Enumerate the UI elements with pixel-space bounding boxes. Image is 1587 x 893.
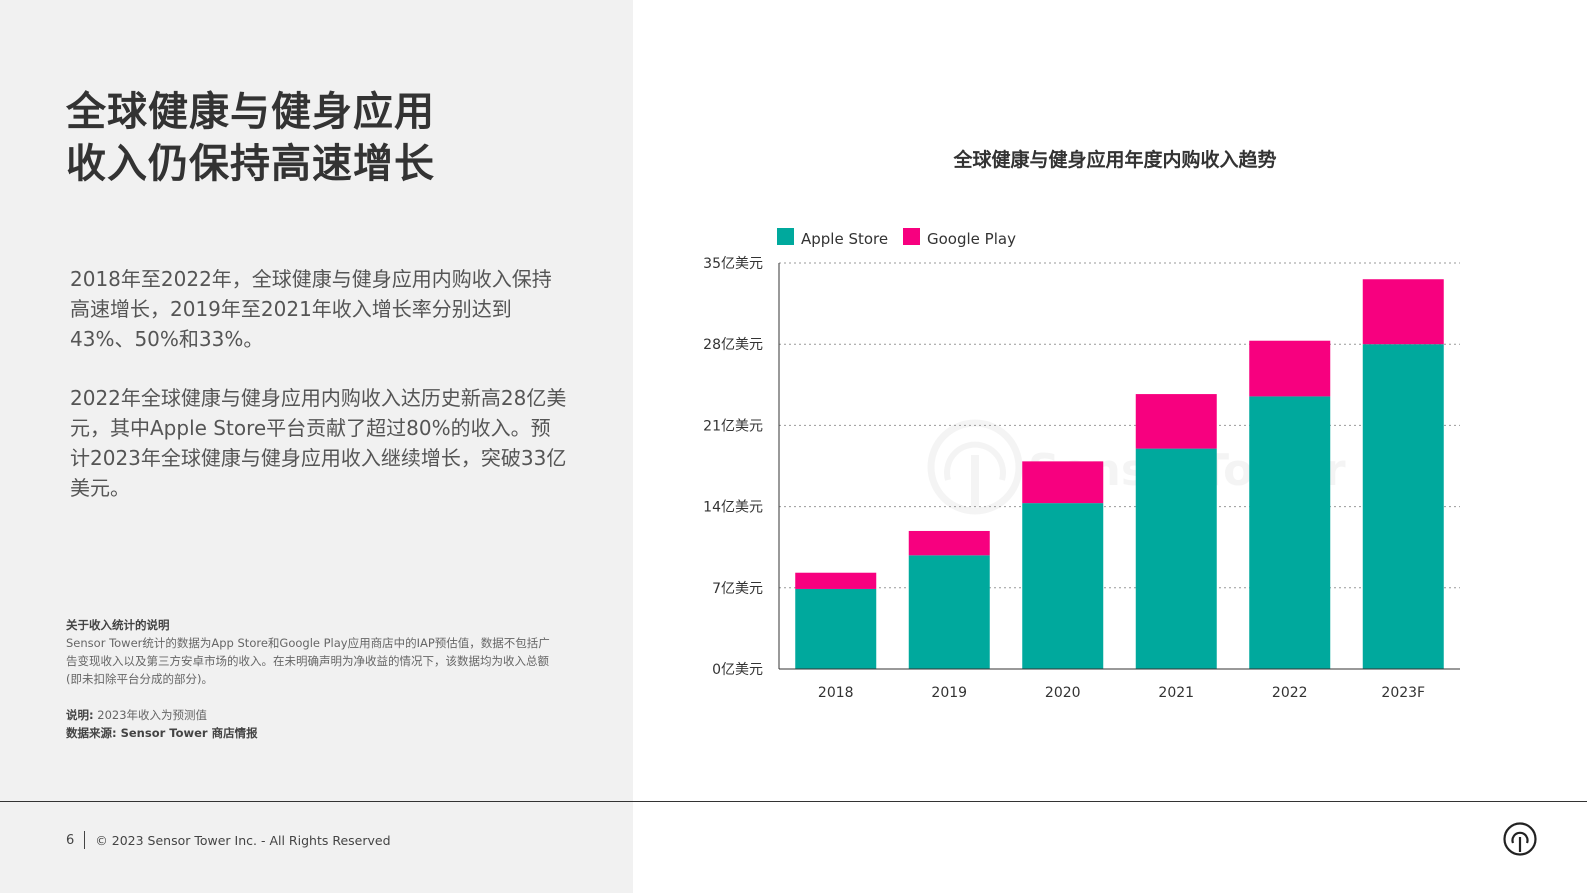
bar-apple-store-2021 [1135,448,1217,669]
notes-heading: 关于收入统计的说明 [66,618,170,632]
watermark-logo-icon [927,419,1023,515]
sensor-tower-logo-icon [1503,822,1537,856]
y-tick-label: 14亿美元 [703,500,763,516]
bar-google-play-2020 [1022,461,1104,504]
bar-google-play-2019 [908,530,990,556]
page-title-line-1: 全球健康与健身应用 [66,89,435,135]
bar-apple-store-2020 [1022,503,1104,669]
intro-paragraph: 2018年至2022年，全球健康与健身应用内购收入保持高速增长，2019年至20… [70,267,552,351]
chart-bars [795,279,1444,669]
chart-title: 全球健康与健身应用年度内购收入趋势 [952,148,1276,171]
remark-text: 2023年收入为预测值 [97,708,208,722]
bar-apple-store-2023f [1362,344,1444,669]
y-axis-ticks: 0亿美元 7亿美元 14亿美元 21亿美元 28亿美元 35亿美元 [703,256,763,678]
x-tick-label: 2022 [1272,685,1308,701]
left-panel [0,0,633,893]
y-tick-label: 35亿美元 [703,256,763,272]
bar-apple-store-2018 [795,588,877,669]
bar-apple-store-2019 [908,555,990,669]
bar-google-play-2022 [1249,340,1331,397]
notes-block: 关于收入统计的说明 Sensor Tower统计的数据为App Store和Go… [66,616,556,742]
x-tick-label: 2019 [931,685,967,701]
chart-grid [779,262,1460,589]
legend-label: Google Play [927,230,1016,248]
y-tick-label: 0亿美元 [712,662,763,678]
footer-divider [0,801,1587,802]
footer: 6 © 2023 Sensor Tower Inc. - All Rights … [66,829,391,851]
y-tick-label: 21亿美元 [703,418,763,434]
x-tick-label: 2020 [1045,685,1081,701]
remark-label: 说明: [66,708,94,722]
footer-separator [84,831,86,849]
y-tick-label: 28亿美元 [703,337,763,353]
source-text: 数据来源: Sensor Tower 商店情报 [66,726,258,740]
chart-axes [778,263,1460,670]
source-line: 数据来源: Sensor Tower 商店情报 [66,724,556,742]
page-title-line-2: 收入仍保持高速增长 [66,141,435,187]
bar-google-play-2021 [1135,394,1217,449]
x-tick-label: 2023F [1381,685,1425,701]
watermark-logo-stem-icon [971,455,979,507]
watermark-logo-arc-icon [944,441,1006,481]
bar-apple-store-2022 [1249,396,1331,669]
bar-google-play-2018 [795,572,877,589]
notes-text: Sensor Tower统计的数据为App Store和Google Play应… [66,636,550,686]
remark-line: 说明: 2023年收入为预测值 [66,706,556,724]
legend-label: Apple Store [801,230,888,248]
legend-swatch [903,228,920,245]
chart-legend: Apple Store Google Play [777,228,1016,248]
x-tick-label: 2021 [1158,685,1194,701]
summary-paragraph: 2022年全球健康与健身应用内购收入达历史新高28亿美元，其中Apple Sto… [70,386,567,500]
x-axis-ticks: 2018 2019 2020 2021 2022 2023F [818,685,1425,701]
legend-swatch [777,228,794,245]
page-title: 全球健康与健身应用 收入仍保持高速增长 [66,86,586,190]
bar-google-play-2023f [1362,279,1444,345]
copyright-text: © 2023 Sensor Tower Inc. - All Rights Re… [95,832,391,848]
y-tick-label: 7亿美元 [712,581,763,597]
x-tick-label: 2018 [818,685,854,701]
page-number: 6 [66,832,75,848]
